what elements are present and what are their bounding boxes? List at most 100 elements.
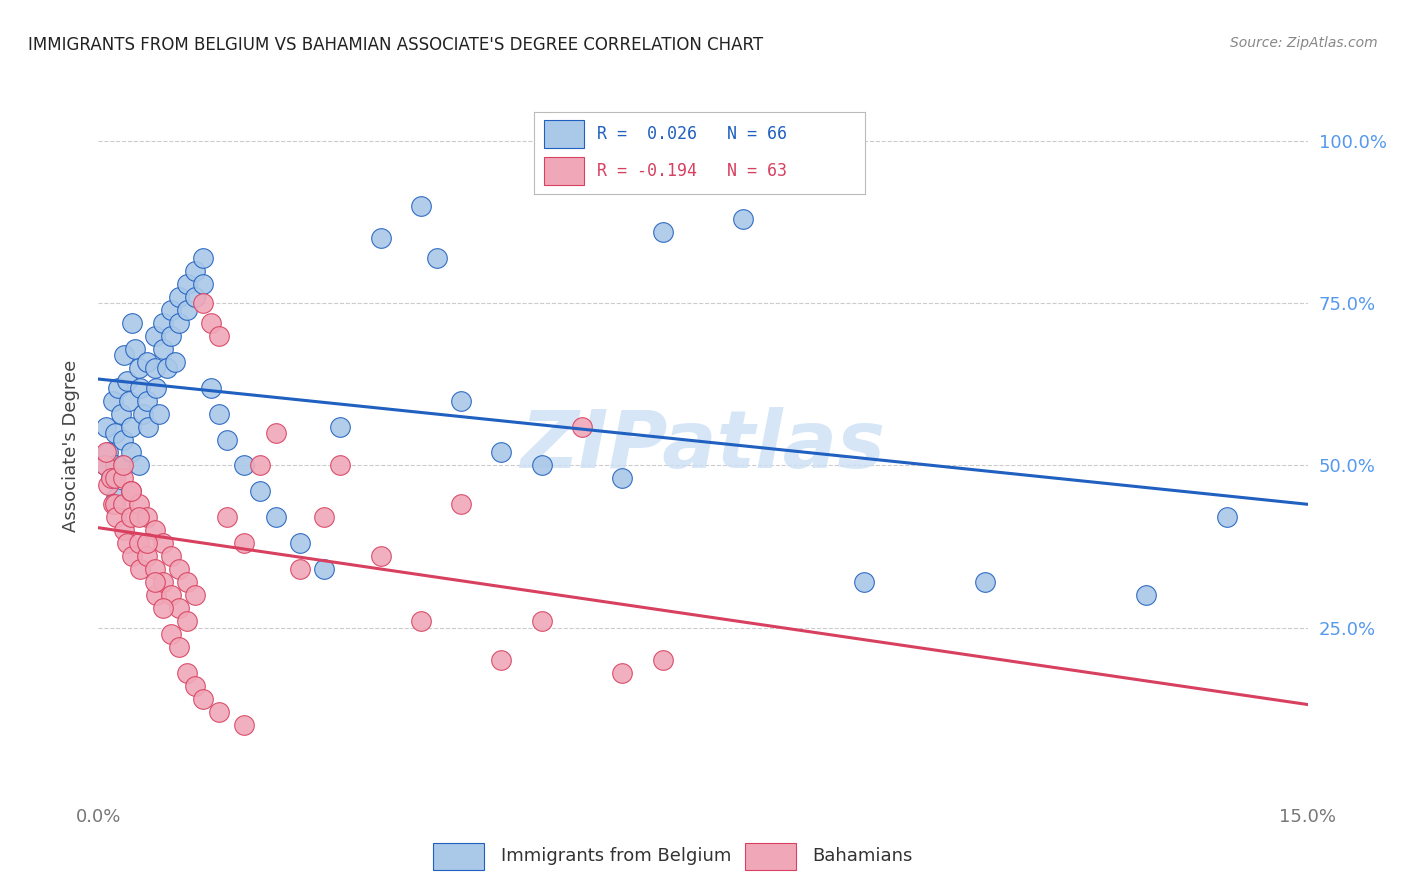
Point [160, 588, 183, 602]
Point [288, 536, 311, 550]
Point [1216, 510, 1239, 524]
Point [128, 361, 150, 376]
FancyBboxPatch shape [745, 843, 796, 870]
Point [184, 290, 207, 304]
Point [152, 575, 174, 590]
Point [163, 354, 186, 368]
Point [176, 666, 198, 681]
Point [111, 497, 134, 511]
Point [129, 381, 152, 395]
Point [853, 575, 876, 590]
Point [101, 497, 124, 511]
Point [135, 510, 157, 524]
Point [115, 536, 138, 550]
Point [105, 491, 128, 505]
Point [314, 510, 336, 524]
Point [103, 458, 125, 473]
Point [97, 445, 120, 459]
Point [152, 536, 174, 550]
Point [1135, 588, 1157, 602]
Point [121, 316, 143, 330]
Point [103, 425, 125, 440]
Point [138, 419, 160, 434]
Point [135, 393, 157, 408]
Point [193, 692, 215, 706]
Point [143, 328, 166, 343]
Point [450, 393, 472, 408]
Point [112, 348, 135, 362]
Point [249, 484, 271, 499]
Point [111, 458, 134, 473]
Point [232, 458, 254, 473]
Point [111, 471, 134, 485]
Point [176, 277, 198, 291]
Point [111, 433, 134, 447]
Text: Bahamians: Bahamians [813, 847, 912, 865]
Point [110, 407, 132, 421]
Point [143, 562, 166, 576]
Point [193, 251, 215, 265]
Point [103, 497, 125, 511]
Point [129, 562, 152, 576]
Point [120, 419, 142, 434]
FancyBboxPatch shape [544, 120, 583, 148]
FancyBboxPatch shape [433, 843, 484, 870]
Point [651, 653, 673, 667]
Point [100, 471, 122, 485]
Text: Source: ZipAtlas.com: Source: ZipAtlas.com [1230, 36, 1378, 50]
Point [96, 445, 118, 459]
Point [152, 316, 174, 330]
Point [217, 433, 239, 447]
Point [145, 588, 167, 602]
Point [491, 653, 513, 667]
Text: R =  0.026   N = 66: R = 0.026 N = 66 [598, 125, 787, 143]
Point [120, 445, 142, 459]
Point [184, 679, 207, 693]
Point [571, 419, 593, 434]
Point [124, 342, 146, 356]
Point [145, 381, 167, 395]
Text: ZIPatlas: ZIPatlas [520, 407, 886, 485]
Point [167, 562, 190, 576]
Point [128, 536, 150, 550]
Point [167, 316, 190, 330]
Point [426, 251, 449, 265]
Point [94, 458, 117, 473]
Point [107, 381, 129, 395]
Point [148, 407, 170, 421]
Point [450, 497, 472, 511]
Point [112, 524, 135, 538]
Point [184, 264, 207, 278]
Point [200, 316, 222, 330]
Point [120, 484, 142, 499]
Point [200, 381, 222, 395]
Point [167, 640, 190, 654]
FancyBboxPatch shape [544, 157, 583, 186]
Point [160, 328, 183, 343]
Point [160, 302, 183, 317]
Point [409, 614, 432, 628]
Point [128, 510, 150, 524]
Point [143, 575, 166, 590]
Point [208, 328, 231, 343]
Point [733, 211, 755, 226]
Point [176, 302, 198, 317]
Point [612, 471, 634, 485]
Point [132, 407, 155, 421]
Point [208, 705, 231, 719]
Point [167, 290, 190, 304]
Point [160, 627, 183, 641]
Point [370, 231, 392, 245]
Point [264, 510, 287, 524]
Point [103, 471, 125, 485]
Point [97, 478, 120, 492]
Point [193, 277, 215, 291]
Point [491, 445, 513, 459]
Y-axis label: Associate's Degree: Associate's Degree [62, 359, 80, 533]
Text: R = -0.194   N = 63: R = -0.194 N = 63 [598, 162, 787, 180]
Point [118, 393, 141, 408]
Point [143, 524, 166, 538]
Point [135, 549, 157, 564]
Point [111, 458, 134, 473]
Point [193, 296, 215, 310]
